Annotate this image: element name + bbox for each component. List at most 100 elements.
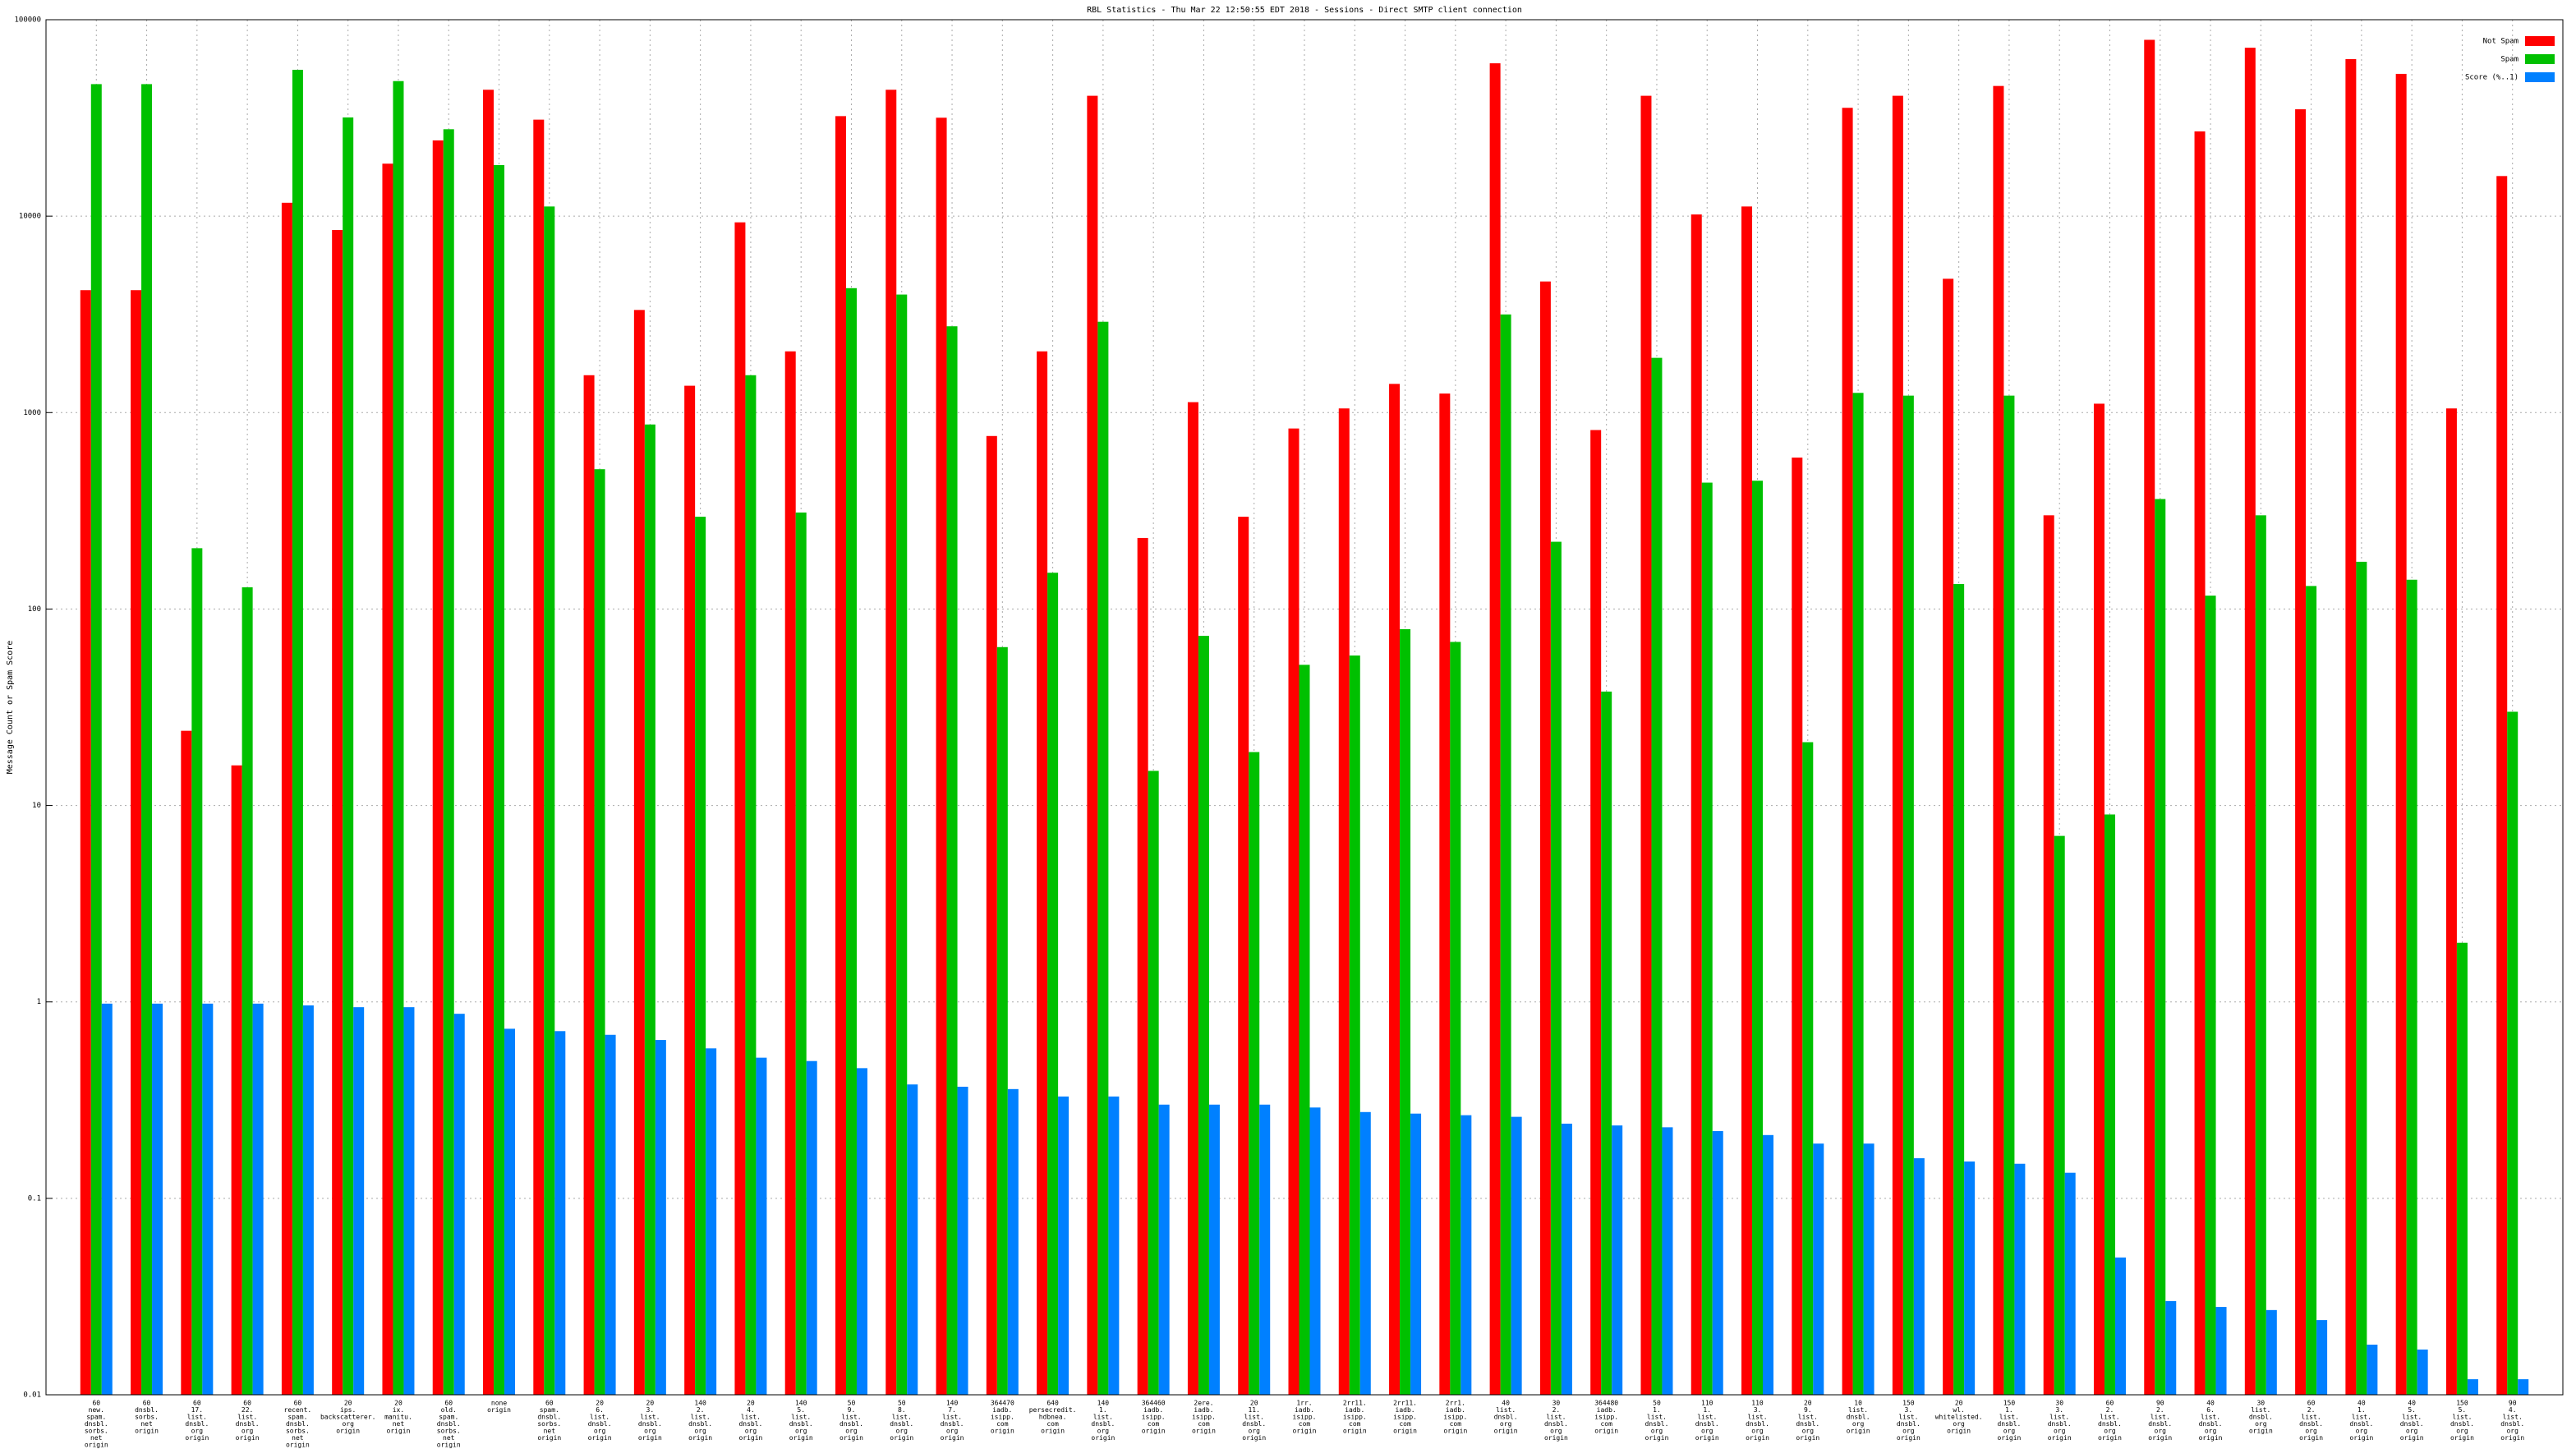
bar xyxy=(483,90,494,1395)
x-tick-label: origin xyxy=(336,1428,360,1435)
x-tick-label: ix. xyxy=(393,1406,404,1414)
x-tick-label: origin xyxy=(588,1434,612,1442)
bar xyxy=(1752,481,1764,1395)
x-tick-label: dnsbl. xyxy=(1544,1420,1568,1428)
legend-label: Not Spam xyxy=(2483,38,2518,46)
bar xyxy=(784,351,796,1396)
x-tick-label: 3. xyxy=(2055,1406,2063,1414)
bar xyxy=(1993,85,2004,1396)
bar xyxy=(1500,314,1511,1396)
bar xyxy=(1892,95,1903,1395)
x-tick-label: list. xyxy=(2503,1414,2523,1421)
x-tick-label: origin xyxy=(1393,1428,1417,1435)
plot-frame xyxy=(45,19,2564,1396)
x-tick-label: origin xyxy=(185,1434,209,1442)
x-tick-label: dnsbl. xyxy=(236,1420,260,1428)
bar xyxy=(1489,63,1501,1395)
x-tick-label: 30 xyxy=(1552,1400,1561,1407)
x-tick-label: 60 xyxy=(143,1400,151,1407)
bar xyxy=(2395,73,2407,1395)
bar xyxy=(2367,1344,2378,1395)
x-tick-label: 2. xyxy=(1552,1406,1561,1414)
x-tick-label: origin xyxy=(2299,1434,2323,1442)
x-tick-label: org xyxy=(1953,1420,1965,1428)
x-tick-label: 20 xyxy=(747,1400,755,1407)
x-tick-label: 640 xyxy=(1046,1400,1059,1407)
x-tick-label: isipp. xyxy=(1594,1414,1618,1421)
bar xyxy=(594,469,605,1395)
bar xyxy=(2417,1349,2428,1395)
x-tick-label: dnsbl. xyxy=(688,1420,712,1428)
x-tick-label: iadb. xyxy=(1194,1406,1213,1414)
bar xyxy=(2244,48,2256,1395)
x-tick-label: 30 xyxy=(2256,1400,2265,1407)
x-tick-label: origin xyxy=(890,1434,913,1442)
bar xyxy=(191,548,203,1395)
y-tick-label: 10000 xyxy=(19,213,41,221)
x-tick-label: dnsbl. xyxy=(1645,1420,1669,1428)
bar xyxy=(1902,395,1914,1395)
x-tick-label: origin xyxy=(1192,1428,1216,1435)
bar xyxy=(1712,1130,1723,1395)
bar xyxy=(1259,1104,1271,1395)
bar xyxy=(835,116,846,1395)
bar xyxy=(2356,561,2367,1395)
x-tick-label: 6. xyxy=(2206,1406,2215,1414)
x-tick-label: list. xyxy=(590,1414,610,1421)
x-tick-label: list. xyxy=(1999,1414,2019,1421)
x-tick-label: sorbs. xyxy=(85,1428,108,1435)
x-tick-label: list. xyxy=(1546,1414,1566,1421)
x-tick-label: 60 xyxy=(92,1400,100,1407)
x-tick-label: origin xyxy=(1847,1428,1870,1435)
x-tick-label: origin xyxy=(2148,1434,2172,1442)
x-tick-label: org xyxy=(694,1428,706,1435)
x-tick-label: dnsbl. xyxy=(2048,1420,2072,1428)
bar xyxy=(302,1005,314,1395)
x-tick-label: 5. xyxy=(2408,1406,2416,1414)
bar xyxy=(2215,1307,2227,1395)
bar xyxy=(1338,408,1350,1395)
x-tick-label: dnsbl. xyxy=(941,1420,964,1428)
bar xyxy=(393,80,404,1395)
x-tick-label: 30 xyxy=(2055,1400,2063,1407)
x-tick-label: 60 xyxy=(294,1400,302,1407)
bar xyxy=(845,288,857,1395)
x-tick-label: com xyxy=(1450,1420,1462,1428)
bar xyxy=(1389,384,1401,1396)
x-tick-label: 3. xyxy=(646,1406,655,1414)
bar xyxy=(152,1003,163,1395)
bar xyxy=(1943,278,1954,1396)
x-tick-label: isipp. xyxy=(1142,1414,1166,1421)
x-tick-label: dnsbl. xyxy=(2299,1420,2323,1428)
x-tick-label: dnsbl. xyxy=(1897,1420,1920,1428)
x-tick-label: manitu. xyxy=(384,1414,412,1421)
x-tick-label: list. xyxy=(691,1414,711,1421)
x-tick-label: origin xyxy=(1343,1428,1367,1435)
x-tick-label: 1rr. xyxy=(1296,1400,1312,1407)
x-tick-label: origin xyxy=(2249,1428,2273,1435)
bar xyxy=(80,290,91,1395)
x-tick-label: origin xyxy=(2199,1434,2223,1442)
x-tick-label: list. xyxy=(2402,1414,2422,1421)
x-tick-label: dnsbl. xyxy=(1494,1414,1518,1421)
x-tick-label: origin xyxy=(1947,1428,1971,1435)
x-tick-label: list. xyxy=(791,1414,811,1421)
bar xyxy=(1842,108,1853,1395)
bar xyxy=(1359,1111,1371,1395)
bar xyxy=(1137,537,1148,1395)
bar xyxy=(907,1084,918,1395)
bar xyxy=(281,202,292,1396)
bar xyxy=(1400,628,1411,1395)
x-tick-label: list. xyxy=(2352,1414,2371,1421)
y-tick-label: 0.1 xyxy=(28,1194,41,1203)
bar xyxy=(1349,656,1360,1395)
x-tick-label: com xyxy=(1349,1420,1361,1428)
x-tick-label: origin xyxy=(236,1434,260,1442)
bar xyxy=(2456,942,2468,1395)
bar xyxy=(644,424,656,1395)
bar xyxy=(1590,430,1602,1395)
x-tick-label: org xyxy=(242,1428,254,1435)
x-tick-label: isipp. xyxy=(1393,1414,1417,1421)
x-tick-label: origin xyxy=(840,1434,863,1442)
